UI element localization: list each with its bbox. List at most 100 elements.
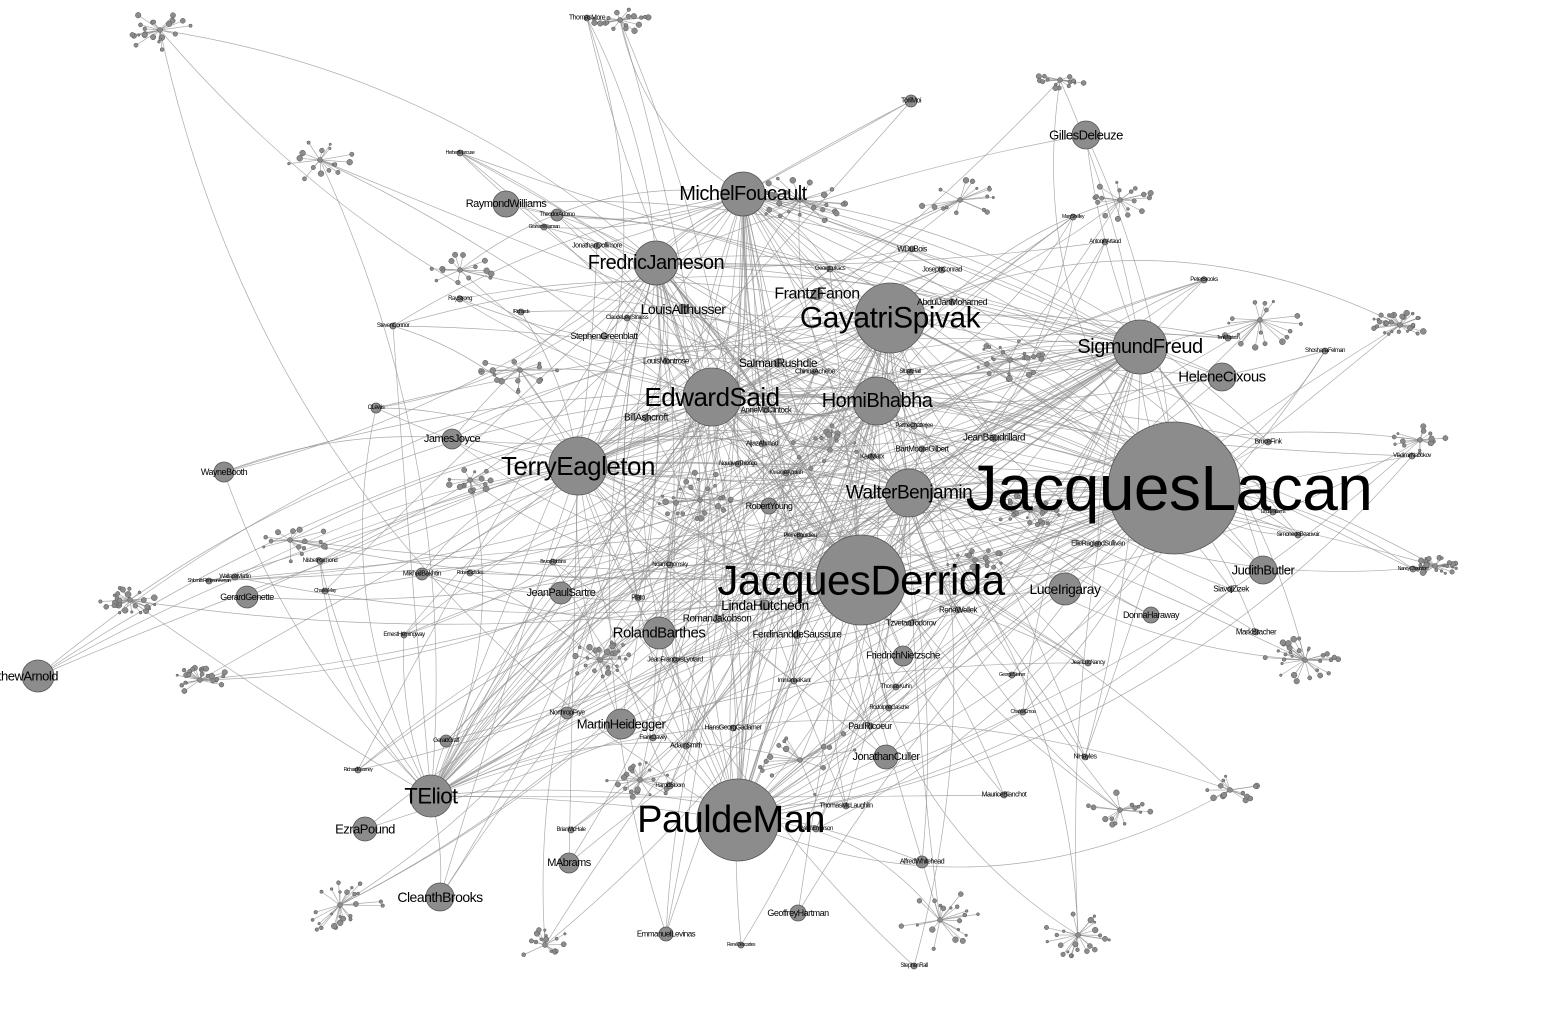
node-dubois[interactable]: WDuBois	[897, 245, 928, 254]
node-duchamp[interactable]: RenéDescartes	[727, 941, 756, 949]
node-wcp[interactable]: WallaceMartin	[219, 573, 251, 581]
node-gadamer[interactable]: HansGeorgGadamer	[705, 725, 764, 732]
node-ashcroft[interactable]: BillAshcroft	[624, 413, 669, 424]
node-rushdie[interactable]: SalmanRushdie	[739, 356, 819, 370]
node-brooks[interactable]: CleanthBrooks	[397, 882, 484, 912]
node-nietzsche[interactable]: FriedrichNietzsche	[866, 645, 941, 667]
node-williams[interactable]: RaymondWilliams	[466, 190, 548, 218]
node-eliot[interactable]: TEliot	[404, 774, 458, 818]
node-moore[interactable]: ThomasMore	[569, 15, 606, 22]
node-abrams[interactable]: MAbrams	[547, 852, 592, 874]
node-gunew[interactable]: GrahamWarman	[529, 223, 561, 231]
node-shm[interactable]: ShlomithRimmonKenan	[187, 577, 232, 585]
node-lovelace[interactable]: FrankDavey	[639, 734, 668, 742]
node-montrose[interactable]: LouisMontrose	[643, 357, 691, 366]
node-jakobson[interactable]: RomanJakobson	[683, 614, 752, 625]
node-steiner[interactable]: GeorgeSteiner	[999, 671, 1026, 679]
node-sartre[interactable]: JeanPaulSartre	[527, 581, 596, 605]
node-benjamin[interactable]: WalterBenjamin	[846, 468, 973, 518]
node-derrida[interactable]: JacquesDerrida	[717, 534, 1006, 626]
node-chatterjee[interactable]: PartheChatterjee	[895, 422, 934, 430]
node-baudrillard[interactable]: JeanBaudrillard	[963, 433, 1026, 444]
node-eagleton[interactable]: TerryEagleton	[501, 436, 655, 496]
node-lacan[interactable]: JacquesLacan	[966, 421, 1373, 555]
node-chomsky[interactable]: NoamChomsky	[652, 561, 689, 569]
node-lyotard[interactable]: JeanFrancoisLyotard	[647, 657, 704, 664]
node-lukacs[interactable]: GeorgLukacs	[815, 265, 846, 273]
node-young[interactable]: RobertYoung	[746, 497, 793, 515]
node-culler[interactable]: JonathanCuller	[853, 744, 921, 770]
node-whitehead[interactable]: AlfredWhitehead	[900, 855, 945, 869]
node-hemingway[interactable]: ErnestHemingway	[383, 631, 426, 639]
node-kuhn[interactable]: ThomasKuhn	[881, 683, 912, 691]
node-stephenall[interactable]: StephenRall	[900, 962, 928, 970]
node-nancy[interactable]: JeanLucNancy	[1071, 659, 1106, 667]
node-saussure[interactable]: FerdinanddeSaussure	[753, 630, 843, 641]
node-rodolphe[interactable]: RodolpheGasche	[869, 704, 910, 712]
node-deleuze[interactable]: GillesDeleuze	[1049, 120, 1124, 150]
node-bakur[interactable]: RobertScholes	[457, 569, 485, 577]
node-haraway[interactable]: DonnaHaraway	[1123, 606, 1181, 624]
node-arnold[interactable]: atthewArnold	[0, 659, 59, 693]
node-mlauw[interactable]: BrianMcHale	[557, 826, 587, 834]
node-heidegger[interactable]: MartinHeidegger	[577, 708, 667, 740]
node-beauvoir[interactable]: SimonedeBeauvoir	[1277, 531, 1320, 539]
node-smith[interactable]: AdamSmith	[670, 743, 703, 750]
node-mary[interactable]: MaryShelley	[1062, 213, 1086, 221]
node-todorov[interactable]: TzvetanTodorov	[886, 619, 937, 628]
node-althusser[interactable]: LouisAlthusser	[641, 301, 727, 317]
node-wsaid[interactable]: BruceRobbins	[540, 558, 567, 566]
node-greenblatt[interactable]: StephenGreenblatt	[570, 331, 639, 341]
node-nrab[interactable]: NisbetRaimond	[303, 557, 338, 565]
node-cbrooke[interactable]: CharlesMay	[314, 587, 337, 595]
node-rkearney[interactable]: RichardKearney	[344, 766, 374, 774]
node-emerson[interactable]: RalphEmerson	[799, 825, 834, 833]
node-mohamed[interactable]: AbdulJanMohamed	[917, 297, 988, 307]
node-fanon[interactable]: FrantzFanon	[774, 286, 860, 303]
node-tmorr[interactable]: ToniMorrison	[1217, 334, 1241, 342]
node-ncah[interactable]: NancyChodorow	[1398, 565, 1430, 573]
node-feldman[interactable]: ShoshanaFelman	[1305, 347, 1346, 355]
node-cheney[interactable]: ClaudeLevíStrauss	[606, 314, 649, 322]
node-graff[interactable]: GeraldGraff	[433, 734, 460, 748]
node-foucault[interactable]: MichelFoucault	[679, 171, 808, 217]
node-connor[interactable]: StevenConnor	[377, 322, 410, 330]
node-schwartz[interactable]: LindaWilliams	[1261, 508, 1287, 516]
node-bourdieu[interactable]: PierreBourdieu	[783, 532, 817, 540]
node-joyce[interactable]: JamesJoyce	[424, 428, 481, 450]
node-peterbrooks[interactable]: PeterBrooks	[1190, 276, 1219, 284]
node-pound[interactable]: EzraPound	[335, 816, 396, 842]
node-freud[interactable]: SigmundFreud	[1077, 319, 1203, 375]
node-frye[interactable]: NorthropFrye	[549, 706, 586, 720]
node-genette[interactable]: GerardGenette	[220, 585, 275, 609]
node-ricoeur[interactable]: PaulRicoeur	[848, 721, 893, 731]
node-levi[interactable]: RayStrong	[448, 295, 473, 303]
node-jameson[interactable]: FredricJameson	[588, 240, 725, 286]
node-bloom[interactable]: HaroldBloom	[655, 782, 686, 790]
node-deman[interactable]: PauldeMan	[637, 778, 825, 862]
node-irigaray[interactable]: LuceIrigaray	[1029, 572, 1102, 606]
node-spivak[interactable]: GayatriSpivak	[800, 282, 982, 354]
node-mcclintock[interactable]: AnneMcClintock	[741, 406, 794, 415]
node-barthes[interactable]: RolandBarthes	[613, 616, 706, 650]
node-bhambra[interactable]: BartMooreGilbert	[896, 445, 951, 454]
node-hayles[interactable]: NHayles	[1074, 754, 1098, 761]
node-ahmad[interactable]: AijazAhmad	[746, 441, 779, 448]
node-wellek[interactable]: RenéWellek	[939, 606, 979, 615]
node-ngugi[interactable]: NgugiwaThiongo	[719, 460, 759, 468]
node-bhabha[interactable]: HomiBhabha	[822, 376, 934, 426]
node-hartman[interactable]: GeoffreyHartman	[767, 904, 830, 922]
node-levinas[interactable]: EmmanuelLevinas	[637, 926, 696, 942]
node-dollimore[interactable]: JonathanDollimore	[572, 243, 623, 250]
node-mclaughlin[interactable]: ThomasMcLaughlin	[819, 803, 873, 810]
node-moi[interactable]: TorilMoi	[901, 94, 922, 108]
node-bracher[interactable]: MarkBracher	[1236, 628, 1278, 637]
node-adorno[interactable]: TheodorAdorno	[539, 208, 576, 222]
node-blanchot[interactable]: MauriceBlanchot	[982, 792, 1028, 799]
node-achebe[interactable]: ChinuaAchebe	[795, 369, 836, 376]
node-artaud[interactable]: AntoninArtaud	[1089, 238, 1121, 246]
node-richards[interactable]: IRichards	[513, 308, 531, 316]
node-kant[interactable]: ImmanuelKant	[778, 677, 812, 685]
node-bakhtin[interactable]: MikhailBakhtin	[403, 567, 442, 581]
node-conrad[interactable]: JosephConrad	[922, 267, 963, 274]
